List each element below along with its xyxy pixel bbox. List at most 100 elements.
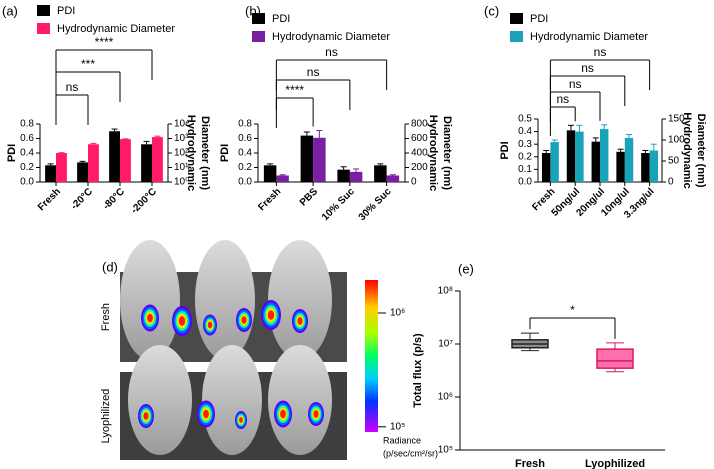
bar xyxy=(276,175,289,182)
mouse xyxy=(268,240,332,360)
y-tick-label: 10⁵ xyxy=(438,445,453,456)
y2-axis-label: Hydrodynamic xyxy=(681,112,693,188)
bar xyxy=(641,153,650,182)
y-tick-label: 0.2 xyxy=(20,162,34,173)
legend-swatch xyxy=(252,13,265,24)
significance: ns xyxy=(325,45,338,59)
y-axis-label: PDI xyxy=(499,141,511,159)
x-tick-label: PBS xyxy=(298,186,321,209)
y2-tick-label: 10² xyxy=(174,148,189,159)
bar xyxy=(591,141,600,182)
significance: ns xyxy=(569,77,582,91)
y-tick-label: 10⁶ xyxy=(438,392,453,403)
signal-blob xyxy=(297,317,303,325)
bar xyxy=(566,130,576,182)
y2-axis-label: Diameter (nm) xyxy=(199,116,211,190)
bar xyxy=(550,142,559,182)
signal-blob xyxy=(207,321,213,329)
y2-tick-label: 100 xyxy=(668,135,685,146)
y-tick-label: 0.0 xyxy=(20,177,34,188)
bar xyxy=(300,135,314,182)
mouse xyxy=(128,345,192,455)
bar xyxy=(152,137,163,182)
y2-tick-label: 600 xyxy=(411,133,428,144)
signal-blob xyxy=(239,417,243,423)
significance: ns xyxy=(307,65,320,79)
bar xyxy=(141,144,152,182)
y-axis-label: Total flux (p/s) xyxy=(412,333,424,408)
significance: ns xyxy=(66,80,79,94)
bar xyxy=(374,165,387,182)
y-tick-label: 10⁷ xyxy=(438,339,453,350)
y2-axis-label: Diameter (nm) xyxy=(441,116,453,190)
panel-label: (a) xyxy=(2,3,18,18)
y-tick-label: 0.2 xyxy=(238,162,252,173)
bar xyxy=(313,137,326,182)
colorbar-label: (p/sec/cm²/sr) xyxy=(383,448,438,458)
bar xyxy=(575,131,584,182)
legend-swatch xyxy=(37,5,50,16)
y-tick-label: 10⁸ xyxy=(438,286,453,297)
signal-blob xyxy=(203,409,209,419)
y-tick-label: 0.1 xyxy=(518,164,532,175)
bar xyxy=(88,144,99,182)
legend-swatch xyxy=(37,23,50,34)
y2-tick-label: 10³ xyxy=(174,133,189,144)
bar xyxy=(263,165,277,182)
legend-label: Hydrodynamic Diameter xyxy=(530,31,648,43)
bar xyxy=(56,153,67,182)
signal-blob xyxy=(178,316,186,326)
significance: **** xyxy=(285,83,304,97)
x-tick-label: Fresh xyxy=(256,186,283,213)
y-tick-label: 0.6 xyxy=(20,133,34,144)
bar xyxy=(600,129,609,182)
colorbar-tick-label: 10⁵ xyxy=(390,421,405,432)
legend-label: PDI xyxy=(272,13,290,25)
signal-blob xyxy=(313,410,319,418)
y2-axis-label: Diameter (nm) xyxy=(695,114,707,188)
y2-tick-label: 10⁰ xyxy=(174,177,189,188)
y2-tick-label: 10⁴ xyxy=(174,119,189,130)
legend-swatch xyxy=(510,13,523,24)
signal-blob xyxy=(280,409,286,419)
significance: *** xyxy=(81,57,95,71)
mouse xyxy=(120,240,180,360)
legend-label: PDI xyxy=(530,13,548,25)
y2-axis-label: Hydrodynamic xyxy=(427,115,439,191)
signal-blob xyxy=(241,316,247,324)
significance: * xyxy=(570,303,575,317)
y-axis-label: PDI xyxy=(6,144,18,162)
bar xyxy=(109,131,120,182)
y2-axis-label: Hydrodynamic xyxy=(185,115,197,191)
bar xyxy=(45,165,56,182)
y-tick-label: 0.2 xyxy=(518,151,532,162)
box xyxy=(596,348,634,369)
legend-label: Hydrodynamic Diameter xyxy=(57,23,175,35)
y2-tick-label: 0 xyxy=(668,177,674,188)
y2-tick-label: 150 xyxy=(668,114,685,125)
bar xyxy=(120,139,131,182)
y-tick-label: 0.6 xyxy=(238,133,252,144)
y-tick-label: 0.8 xyxy=(20,119,34,130)
legend-swatch xyxy=(252,31,265,42)
x-tick-label: -80°C xyxy=(101,186,127,212)
mouse xyxy=(268,345,332,455)
y-tick-label: 0.4 xyxy=(518,126,532,137)
signal-blob xyxy=(143,412,149,420)
y-tick-label: 0.4 xyxy=(20,148,34,159)
legend-swatch xyxy=(510,31,523,42)
significance: ns xyxy=(581,61,594,75)
y2-tick-label: 800 xyxy=(411,119,428,130)
y-tick-label: 0.0 xyxy=(518,177,532,188)
y-axis-label: PDI xyxy=(219,144,231,162)
significance: ns xyxy=(556,92,569,106)
x-tick-label: 30% Suc xyxy=(357,186,394,223)
x-tick-label: Lyophilized xyxy=(585,458,645,469)
bar xyxy=(649,150,659,182)
row-label: Lyophilized xyxy=(100,389,112,444)
x-tick-label: -20°C xyxy=(69,186,95,212)
bar xyxy=(386,175,400,182)
mouse xyxy=(195,240,255,360)
panel-label: (e) xyxy=(458,261,474,276)
